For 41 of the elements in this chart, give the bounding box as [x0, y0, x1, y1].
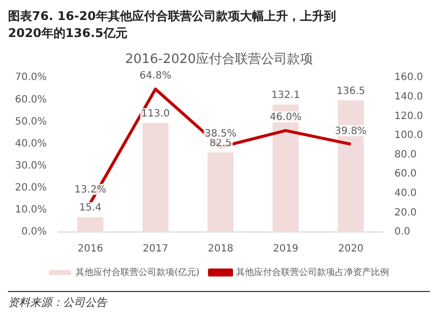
x-tick-label: 2019	[272, 244, 298, 255]
x-tick-label: 2018	[208, 244, 234, 255]
y2-tick-label: 160.0	[394, 72, 424, 84]
data-label: 113.0	[141, 108, 170, 120]
legend-label: 其他应付合联营公司款项(亿元)	[75, 266, 200, 278]
y2-tick-label: 60.0	[394, 168, 417, 180]
data-label: 46.0%	[270, 112, 302, 124]
data-label: 82.5	[209, 138, 232, 149]
bar	[338, 100, 364, 232]
y2-tick-label: 40.0	[394, 188, 417, 199]
chart-title: 2016-2020应付合联营公司款项	[125, 51, 313, 68]
bar	[208, 152, 234, 232]
chart-subtitle: 图表76. 16-20年其他应付合联营公司款项大幅上升，上升到2020年的136.5亿元	[8, 8, 337, 42]
data-label: 38.5%	[204, 128, 236, 140]
y2-tick-label: 0.0	[394, 226, 410, 238]
data-label: 64.8%	[140, 70, 172, 82]
x-tick-label: 2020	[338, 244, 364, 255]
data-label: 13.2%	[74, 184, 106, 196]
bar	[142, 122, 168, 232]
y-tick-label: 20.0%	[14, 182, 47, 194]
y2-tick-label: 80.0	[394, 149, 417, 160]
x-tick-label: 2017	[142, 244, 168, 255]
y-tick-label: 30.0%	[14, 160, 47, 172]
data-label: 15.4	[79, 202, 102, 214]
data-label: 136.5	[336, 86, 366, 97]
y-tick-label: 40.0%	[14, 138, 47, 150]
y-tick-label: 10.0%	[14, 204, 47, 216]
data-label: 132.1	[271, 90, 300, 102]
y2-tick-label: 20.0	[394, 207, 417, 218]
y-tick-label: 60.0%	[14, 94, 47, 106]
y2-tick-label: 120.0	[394, 110, 424, 122]
x-tick-label: 2016	[78, 244, 104, 255]
y-tick-label: 70.0%	[14, 72, 47, 84]
legend-label: 其他应付合联营公司款项占净资产比例	[236, 266, 390, 278]
text: 资料来源：公司公告	[8, 295, 108, 310]
y-tick-label: 0.0%	[21, 226, 47, 238]
bar	[77, 217, 104, 232]
y-tick-label: 50.0%	[14, 116, 47, 128]
y2-tick-label: 100.0	[394, 130, 424, 142]
data-label: 39.8%	[334, 126, 367, 137]
y2-tick-label: 140.0	[394, 91, 424, 102]
